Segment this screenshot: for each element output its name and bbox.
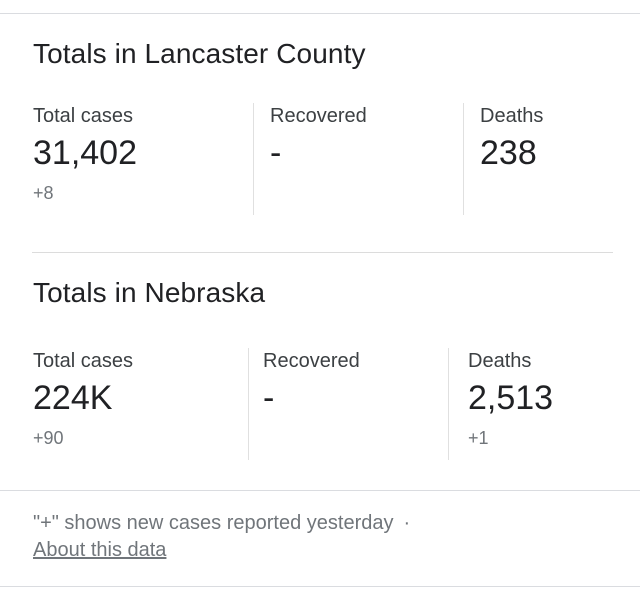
stat-label: Deaths xyxy=(480,105,544,127)
stat-value: 238 xyxy=(480,134,537,172)
stat-delta: +90 xyxy=(33,428,64,448)
stat-value: - xyxy=(263,379,275,417)
section-nebraska: Totals in Nebraska Total cases 224K +90 … xyxy=(0,275,640,460)
section-lancaster-county: Totals in Lancaster County Total cases 3… xyxy=(0,36,640,215)
section-divider xyxy=(32,252,613,253)
stat-total-cases: Total cases 224K +90 xyxy=(33,348,248,460)
stat-deaths: Deaths 2,513 +1 xyxy=(448,348,612,460)
stat-value: 224K xyxy=(33,379,113,417)
footer-note: "+" shows new cases reported yesterday xyxy=(33,512,394,534)
section-title-nebraska: Totals in Nebraska xyxy=(33,277,266,308)
stats-row-lancaster: Total cases 31,402 +8 Recovered - Deaths… xyxy=(33,103,612,215)
stat-label: Total cases xyxy=(33,350,134,372)
stat-delta: +8 xyxy=(33,183,54,203)
stat-deaths: Deaths 238 xyxy=(463,103,612,215)
stat-recovered: Recovered - xyxy=(248,348,448,460)
stats-card: Totals in Lancaster County Total cases 3… xyxy=(0,13,640,587)
stat-value: 31,402 xyxy=(33,134,137,172)
stat-total-cases: Total cases 31,402 +8 xyxy=(33,103,253,215)
about-this-data-link[interactable]: About this data xyxy=(33,539,167,561)
stat-label: Total cases xyxy=(33,105,134,127)
stat-delta: +1 xyxy=(468,428,489,448)
footer-note-line: "+" shows new cases reported yesterday · xyxy=(33,510,612,537)
footer-separator-dot: · xyxy=(403,512,411,534)
stat-label: Recovered xyxy=(263,350,360,372)
stat-value: - xyxy=(270,134,282,172)
footer-top-divider xyxy=(0,490,640,491)
section-title-lancaster-county: Totals in Lancaster County xyxy=(33,38,366,69)
stats-row-nebraska: Total cases 224K +90 Recovered - Deaths … xyxy=(33,348,612,460)
stat-label: Deaths xyxy=(468,350,532,372)
footer: "+" shows new cases reported yesterday · … xyxy=(0,491,640,564)
stat-label: Recovered xyxy=(270,105,367,127)
bottom-divider xyxy=(0,586,640,587)
stat-value: 2,513 xyxy=(468,379,554,417)
stat-recovered: Recovered - xyxy=(253,103,463,215)
